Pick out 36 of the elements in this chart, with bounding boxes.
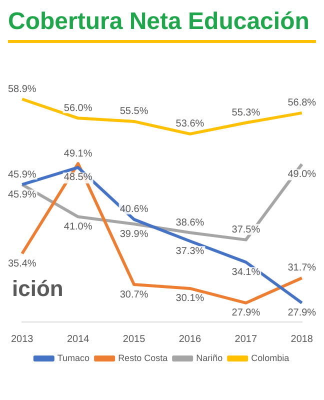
x-tick-label: 2018: [290, 334, 314, 345]
data-label: 27.9%: [288, 308, 316, 319]
data-label: 38.6%: [176, 217, 204, 228]
x-tick-label: 2014: [66, 334, 90, 345]
data-label: 45.9%: [8, 169, 36, 180]
data-label: 41.0%: [64, 222, 92, 233]
data-label: 49.1%: [64, 148, 92, 160]
data-label: 30.1%: [176, 293, 204, 304]
data-label: 55.3%: [232, 108, 260, 119]
data-label: 40.6%: [120, 204, 148, 216]
legend-label: Resto Costa: [118, 352, 168, 363]
data-label: 27.9%: [232, 308, 260, 319]
data-label: 34.1%: [232, 266, 260, 278]
data-label: 48.5%: [64, 172, 92, 184]
x-tick-label: 2015: [122, 334, 146, 345]
data-label: 31.7%: [288, 262, 316, 274]
legend-label: Tumaco: [57, 352, 90, 363]
data-label: 45.9%: [8, 189, 36, 200]
data-label: 35.4%: [8, 258, 36, 270]
data-label: 37.3%: [176, 246, 204, 257]
data-label: 56.8%: [288, 98, 316, 109]
data-label: 53.6%: [176, 118, 204, 130]
x-tick-label: 2016: [178, 334, 202, 345]
legend-label: Colombia: [251, 352, 290, 363]
data-label: 37.5%: [232, 224, 260, 236]
data-label: 56.0%: [64, 102, 92, 114]
data-label: 49.0%: [288, 168, 316, 180]
x-tick-label: 2017: [234, 334, 258, 345]
data-label: 30.7%: [120, 289, 148, 300]
data-label: 55.5%: [120, 106, 148, 118]
annotation: ición: [12, 276, 64, 302]
chart-title: Cobertura Neta Educación: [8, 8, 316, 43]
legend-label: Nariño: [196, 352, 223, 363]
data-label: 39.9%: [120, 228, 148, 240]
x-tick-label: 2013: [11, 334, 34, 345]
data-label: 58.9%: [8, 84, 36, 95]
